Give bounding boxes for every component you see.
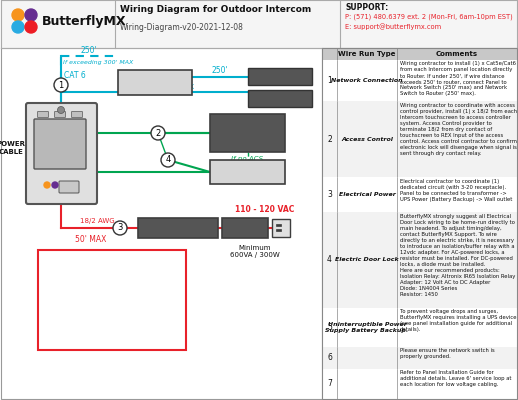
Text: 110 - 120 VAC: 110 - 120 VAC — [235, 205, 294, 214]
Circle shape — [12, 21, 24, 33]
Text: 50 - 100' >> 18 AWG: 50 - 100' >> 18 AWG — [46, 262, 134, 271]
Text: P: (571) 480.6379 ext. 2 (Mon-Fri, 6am-10pm EST): P: (571) 480.6379 ext. 2 (Mon-Fri, 6am-1… — [345, 14, 513, 20]
Text: 3: 3 — [117, 224, 123, 232]
Text: 4: 4 — [165, 156, 170, 164]
Text: If exceeding 300' MAX: If exceeding 300' MAX — [63, 60, 133, 65]
Text: SUPPORT:: SUPPORT: — [345, 2, 388, 12]
Text: Comments: Comments — [436, 51, 478, 57]
Text: 2: 2 — [155, 128, 161, 138]
Text: CAT 6: CAT 6 — [64, 71, 86, 80]
Text: Wiring contractor to coordinate with access control provider, install (1) x 18/2: Wiring contractor to coordinate with acc… — [400, 103, 517, 156]
Text: 1: 1 — [59, 80, 64, 90]
Text: E: support@butterflymx.com: E: support@butterflymx.com — [345, 24, 441, 30]
FancyBboxPatch shape — [248, 90, 312, 107]
Text: SWITCH: SWITCH — [138, 82, 172, 91]
Text: Refer to Panel Installation Guide for additional details. Leave 6' service loop : Refer to Panel Installation Guide for ad… — [400, 370, 511, 387]
Circle shape — [52, 182, 58, 188]
Text: If no ACS: If no ACS — [232, 156, 264, 162]
Text: Uninterruptible Power
Supply Battery Backup.: Uninterruptible Power Supply Battery Bac… — [325, 322, 409, 333]
FancyBboxPatch shape — [276, 228, 281, 231]
Text: Electric Door Lock: Electric Door Lock — [335, 258, 399, 262]
Text: CONTROL: CONTROL — [228, 130, 266, 136]
FancyBboxPatch shape — [248, 68, 312, 85]
FancyBboxPatch shape — [138, 218, 218, 238]
FancyBboxPatch shape — [54, 112, 65, 118]
FancyBboxPatch shape — [210, 114, 285, 152]
Text: ISOLATION: ISOLATION — [224, 162, 270, 172]
Text: UPS: UPS — [236, 224, 254, 232]
Circle shape — [54, 78, 68, 92]
Circle shape — [161, 153, 175, 167]
FancyBboxPatch shape — [276, 224, 281, 226]
FancyBboxPatch shape — [59, 181, 79, 193]
Text: SYSTEM: SYSTEM — [232, 138, 263, 144]
FancyBboxPatch shape — [38, 250, 186, 350]
Text: Wire Run Type: Wire Run Type — [338, 51, 396, 57]
Text: 50' MAX: 50' MAX — [75, 235, 106, 244]
Text: 5: 5 — [327, 323, 332, 332]
Text: Network Connection: Network Connection — [331, 78, 403, 83]
Circle shape — [44, 182, 50, 188]
Circle shape — [57, 106, 65, 114]
Text: To prevent voltage drops and surges, ButterflyMX requires installing a UPS devic: To prevent voltage drops and surges, But… — [400, 309, 516, 332]
FancyBboxPatch shape — [71, 112, 82, 118]
Text: POWER
CABLE: POWER CABLE — [0, 142, 25, 154]
FancyBboxPatch shape — [322, 60, 517, 101]
Circle shape — [25, 21, 37, 33]
Text: Access Control: Access Control — [341, 137, 393, 142]
Text: ButterflyMX: ButterflyMX — [42, 16, 126, 28]
Text: 7: 7 — [327, 379, 332, 388]
FancyBboxPatch shape — [210, 160, 285, 184]
FancyBboxPatch shape — [1, 1, 517, 48]
FancyBboxPatch shape — [118, 70, 192, 95]
Circle shape — [113, 221, 127, 235]
FancyBboxPatch shape — [322, 368, 517, 399]
Text: ROUTER: ROUTER — [263, 72, 297, 81]
FancyBboxPatch shape — [322, 308, 517, 347]
Text: 18/2 AWG: 18/2 AWG — [80, 218, 114, 224]
Text: ROUTER: ROUTER — [263, 94, 297, 103]
Text: 250': 250' — [212, 66, 228, 75]
Text: TRANSFORMER: TRANSFORMER — [148, 225, 208, 231]
Circle shape — [12, 9, 24, 21]
Text: 4: 4 — [327, 256, 332, 264]
FancyBboxPatch shape — [34, 119, 86, 169]
Circle shape — [151, 126, 165, 140]
Text: NETWORK: NETWORK — [133, 74, 177, 83]
Text: ACCESS: ACCESS — [233, 122, 263, 128]
FancyBboxPatch shape — [322, 48, 517, 60]
Text: * If run length
exceeds 200'
consider using
a junction box: * If run length exceeds 200' consider us… — [46, 300, 102, 344]
Text: Electrical Power: Electrical Power — [339, 192, 395, 197]
Text: Wiring contractor to install (1) x Cat5e/Cat6 from each Intercom panel location : Wiring contractor to install (1) x Cat5e… — [400, 62, 516, 96]
FancyBboxPatch shape — [322, 101, 517, 177]
Text: Please ensure the network switch is properly grounded.: Please ensure the network switch is prop… — [400, 348, 495, 359]
Text: 6: 6 — [327, 353, 332, 362]
Text: 3: 3 — [327, 190, 332, 199]
Circle shape — [25, 9, 37, 21]
Text: Electrical contractor to coordinate (1) dedicated circuit (with 3-20 receptacle): Electrical contractor to coordinate (1) … — [400, 179, 512, 202]
Text: 100 - 180' >> 14 AWG: 100 - 180' >> 14 AWG — [46, 273, 139, 282]
FancyBboxPatch shape — [37, 112, 49, 118]
FancyBboxPatch shape — [222, 218, 268, 238]
Text: RELAY: RELAY — [234, 172, 261, 182]
Text: 2: 2 — [327, 135, 332, 144]
FancyBboxPatch shape — [322, 177, 517, 212]
Text: ButterflyMX strongly suggest all Electrical Door Lock wiring to be home-run dire: ButterflyMX strongly suggest all Electri… — [400, 214, 515, 297]
Text: Minimum
600VA / 300W: Minimum 600VA / 300W — [230, 245, 280, 258]
FancyBboxPatch shape — [322, 347, 517, 368]
Text: 180 - 300' >> 12 AWG: 180 - 300' >> 12 AWG — [46, 284, 139, 293]
Text: 1: 1 — [327, 76, 332, 85]
FancyBboxPatch shape — [272, 219, 290, 237]
FancyBboxPatch shape — [26, 103, 97, 204]
FancyBboxPatch shape — [322, 212, 517, 308]
Text: Wiring-Diagram-v20-2021-12-08: Wiring-Diagram-v20-2021-12-08 — [120, 22, 244, 32]
Text: 250': 250' — [81, 46, 97, 55]
Text: Wiring Diagram for Outdoor Intercom: Wiring Diagram for Outdoor Intercom — [120, 6, 311, 14]
Text: 300' MAX: 300' MAX — [161, 84, 194, 90]
